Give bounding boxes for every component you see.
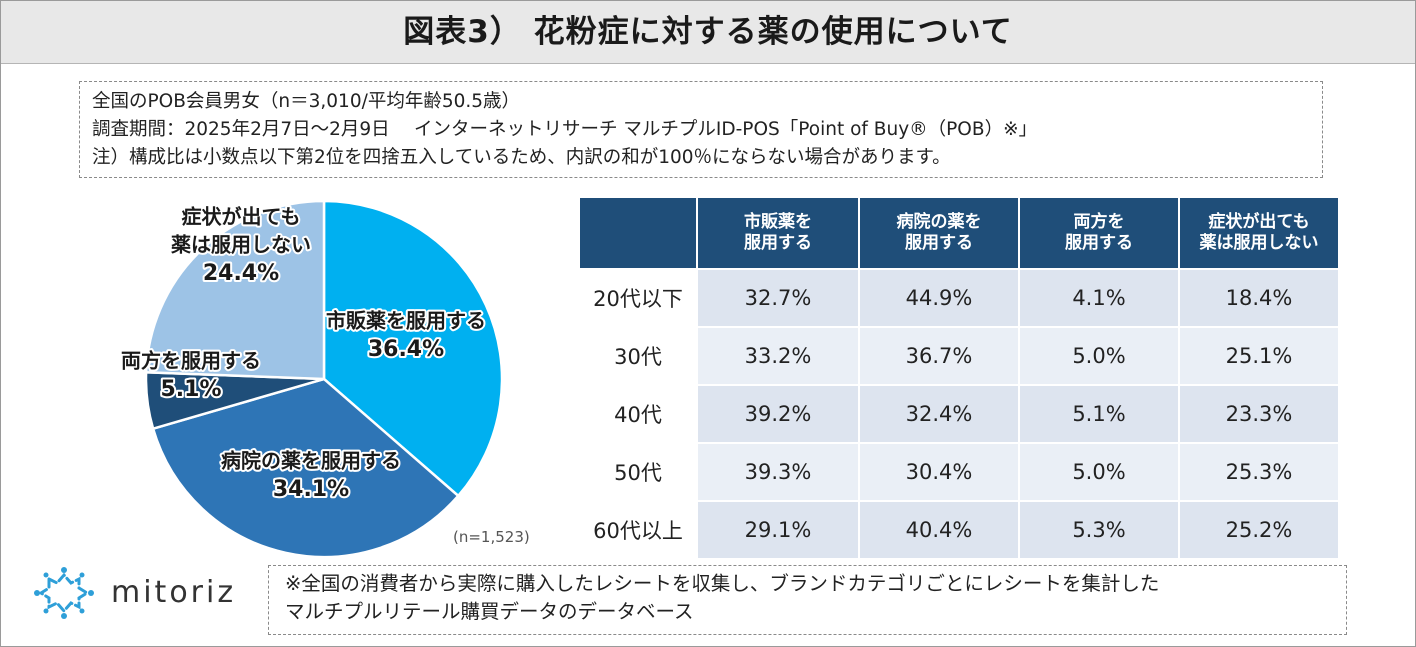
footnote-line: ※全国の消費者から実際に購入したレシートを収集し、ブランドカテゴリごとにレシート… [285, 572, 1160, 595]
survey-info-line: 全国のPOB会員男女（n＝3,010/平均年齢50.5歳） [92, 91, 521, 112]
pie-value-label: 24.4% [203, 261, 279, 286]
table-cell: 29.1% [698, 500, 860, 558]
survey-info-line: 注）構成比は小数点以下第2位を四捨五入しているため、内訳の和が100％にならない… [92, 147, 951, 168]
table-cell: 18.4% [1180, 268, 1338, 326]
age-breakdown-table: 市販薬を 服用する 病院の薬を 服用する 両方を 服用する 症状が出ても 薬は服用しない 20… [580, 198, 1338, 558]
col-header-line: 服用する [1065, 233, 1133, 253]
table-row: 40代 39.2% 32.4% 5.1% 23.3% [580, 384, 1338, 442]
col-header-line: 症状が出ても [1208, 212, 1310, 232]
table-col-header: 両方を 服用する [1020, 198, 1180, 268]
table-row: 50代 39.3% 30.4% 5.0% 25.3% [580, 442, 1338, 500]
footnote-box: ※全国の消費者から実際に購入したレシートを収集し、ブランドカテゴリごとにレシート… [268, 565, 1347, 635]
pie-category-label: 両方を服用する [121, 349, 261, 373]
pie-category-label: 薬は服用しない [171, 233, 311, 257]
mitoriz-star-logo-icon [34, 567, 94, 619]
table-cell: 5.0% [1020, 326, 1180, 384]
table-cell: 4.1% [1020, 268, 1180, 326]
row-label: 60代以上 [580, 500, 698, 558]
col-header-line: 服用する [905, 233, 973, 253]
logo-wordmark: mitoriz [111, 575, 237, 610]
pie-value-label: 36.4% [368, 337, 444, 362]
table-cell: 25.3% [1180, 442, 1338, 500]
pie-chart: 市販薬を服用する 36.4% 病院の薬を服用する 34.1% 両方を服用する 5.1% 症状… [119, 199, 504, 559]
pie-slice [144, 199, 326, 381]
table-col-header: 病院の薬を 服用する [860, 198, 1020, 268]
table-cell: 32.4% [860, 384, 1020, 442]
pie-category-label: 病院の薬を服用する [221, 449, 401, 473]
col-header-line: 服用する [744, 233, 812, 253]
pie-category-label: 市販薬を服用する [326, 309, 486, 333]
table-cell: 39.3% [698, 442, 860, 500]
table-cell: 30.4% [860, 442, 1020, 500]
pie-category-label: 症状が出ても [182, 205, 301, 229]
pie-value-label: 5.1% [160, 377, 221, 402]
mitoriz-logo: mitoriz [29, 565, 259, 621]
table-cell: 39.2% [698, 384, 860, 442]
survey-info-line: 調査期間：2025年2月7日～2月9日 インターネットリサーチ マルチプルID-… [92, 119, 1038, 140]
table-cell: 5.0% [1020, 442, 1180, 500]
table-cell: 33.2% [698, 326, 860, 384]
table-cell: 36.7% [860, 326, 1020, 384]
table-header-row: 市販薬を 服用する 病院の薬を 服用する 両方を 服用する 症状が出ても 薬は服用しない [580, 198, 1338, 268]
table-corner-cell [580, 198, 698, 268]
table-cell: 23.3% [1180, 384, 1338, 442]
row-label: 30代 [580, 326, 698, 384]
table-row: 20代以下 32.7% 44.9% 4.1% 18.4% [580, 268, 1338, 326]
row-label: 40代 [580, 384, 698, 442]
table-cell: 5.1% [1020, 384, 1180, 442]
survey-info-box: 全国のPOB会員男女（n＝3,010/平均年齢50.5歳） 調査期間：2025年… [79, 81, 1323, 178]
table-row: 60代以上 29.1% 40.4% 5.3% 25.2% [580, 500, 1338, 558]
table-col-header: 市販薬を 服用する [698, 198, 860, 268]
table-cell: 44.9% [860, 268, 1020, 326]
table-cell: 25.1% [1180, 326, 1338, 384]
col-header-line: 薬は服用しない [1199, 233, 1319, 253]
row-label: 20代以下 [580, 268, 698, 326]
table-cell: 32.7% [698, 268, 860, 326]
footnote-line: マルチプルリテール購買データのデータベース [285, 600, 694, 623]
col-header-line: 両方を [1073, 212, 1125, 232]
pie-slice [151, 377, 461, 559]
pie-slice [322, 199, 504, 498]
table-cell: 5.3% [1020, 500, 1180, 558]
page-title: 図表3） 花粉症に対する薬の使用について [403, 14, 1013, 50]
table-row: 30代 33.2% 36.7% 5.0% 25.1% [580, 326, 1338, 384]
col-header-line: 市販薬を [744, 212, 812, 232]
col-header-line: 病院の薬を [896, 212, 982, 232]
table-cell: 40.4% [860, 500, 1020, 558]
table-col-header: 症状が出ても 薬は服用しない [1180, 198, 1338, 268]
table-cell: 25.2% [1180, 500, 1338, 558]
sample-size-note: (n=1,523) [453, 528, 530, 546]
title-bar: 図表3） 花粉症に対する薬の使用について [1, 1, 1415, 64]
pie-value-label: 34.1% [273, 477, 349, 502]
row-label: 50代 [580, 442, 698, 500]
